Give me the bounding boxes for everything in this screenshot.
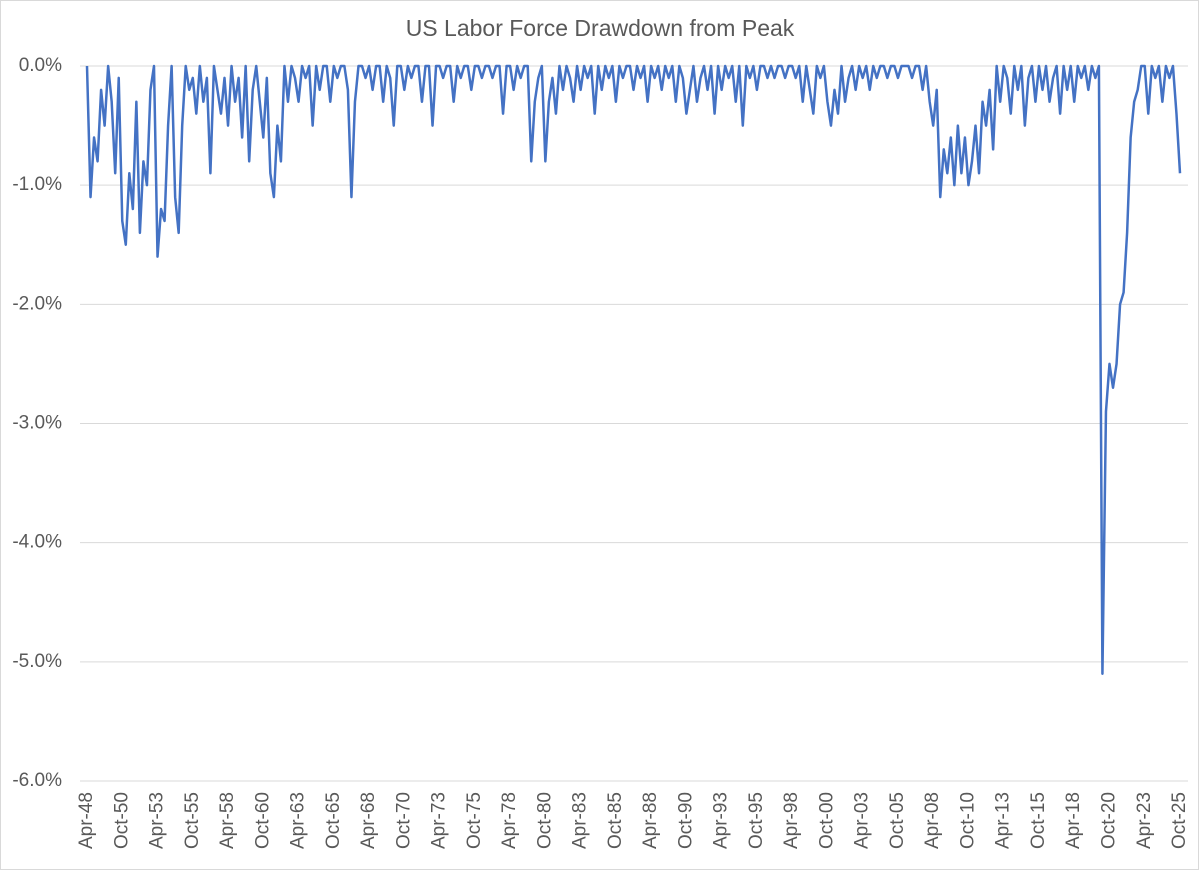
chart-title: US Labor Force Drawdown from Peak [406,15,795,41]
x-tick-label: Oct-70 [393,792,414,849]
y-tick-label: -6.0% [12,770,62,791]
y-tick-label: -1.0% [12,174,62,195]
x-tick-label: Oct-25 [1169,792,1190,849]
x-tick-label: Oct-85 [605,792,626,849]
y-tick-label: -4.0% [12,532,62,553]
x-tick-label: Oct-90 [675,792,696,849]
x-tick-label: Apr-83 [570,792,591,849]
x-tick-label: Apr-48 [76,792,97,849]
x-tick-label: Apr-98 [781,792,802,849]
x-tick-label: Oct-15 [1028,792,1049,849]
x-tick-label: Apr-18 [1063,792,1084,849]
x-tick-label: Apr-93 [711,792,732,849]
y-tick-label: -5.0% [12,651,62,672]
x-tick-label: Oct-00 [816,792,837,849]
x-tick-label: Apr-53 [147,792,168,849]
y-tick-label: 0.0% [19,55,62,76]
x-tick-label: Apr-68 [358,792,379,849]
x-tick-label: Oct-60 [252,792,273,849]
x-tick-label: Oct-80 [534,792,555,849]
x-tick-label: Apr-23 [1134,792,1155,849]
x-tick-label: Apr-63 [288,792,309,849]
x-tick-label: Apr-88 [640,792,661,849]
x-tick-label: Oct-55 [182,792,203,849]
x-tick-label: Apr-73 [429,792,450,849]
x-tick-label: Apr-13 [993,792,1014,849]
y-tick-label: -3.0% [12,413,62,434]
x-tick-label: Apr-08 [922,792,943,849]
x-tick-label: Apr-03 [852,792,873,849]
x-tick-label: Apr-78 [499,792,520,849]
x-tick-label: Oct-05 [887,792,908,849]
x-tick-label: Oct-10 [957,792,978,849]
x-tick-label: Oct-95 [746,792,767,849]
x-tick-label: Oct-20 [1098,792,1119,849]
data-line [85,64,1182,675]
y-tick-label: -2.0% [12,293,62,314]
x-tick-label: Apr-58 [217,792,238,849]
x-tick-label: Oct-65 [323,792,344,849]
x-tick-label: Oct-75 [464,792,485,849]
x-tick-label: Oct-50 [111,792,132,849]
